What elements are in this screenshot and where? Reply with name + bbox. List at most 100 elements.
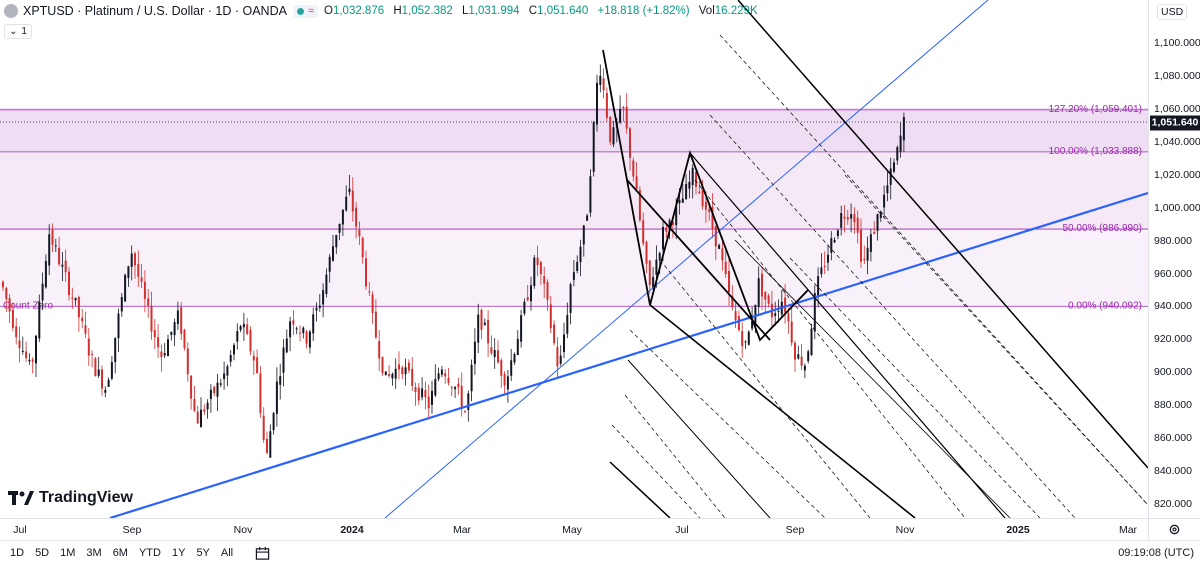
candle-body — [794, 342, 796, 360]
channel-line-top[interactable] — [737, 0, 1148, 469]
candle-body — [94, 358, 97, 377]
clock[interactable]: 09:19:08 (UTC) — [1118, 547, 1194, 559]
chart-settings-button[interactable] — [1148, 518, 1200, 540]
channel-line-mid2[interactable] — [734, 239, 1011, 518]
symbol-icon[interactable] — [4, 4, 18, 18]
range-button-ytd[interactable]: YTD — [138, 547, 161, 559]
candle-body — [137, 263, 140, 277]
candle-body — [695, 172, 697, 187]
candle-body — [5, 287, 8, 300]
candle-body — [341, 209, 344, 225]
candle-body — [820, 267, 823, 275]
candle-body — [813, 292, 816, 332]
candle-body — [371, 294, 374, 314]
candle-body — [843, 216, 846, 219]
candle-body — [856, 217, 859, 233]
candle-body — [28, 359, 31, 362]
candle-body — [325, 274, 328, 294]
time-axis[interactable]: Jul Sep Nov 2024 Mar May Jul Sep Nov 2025 Mar — [0, 518, 1148, 540]
candle-body — [361, 237, 364, 258]
channel-dash-6[interactable] — [624, 394, 726, 518]
price-tick-label: 1,040.000 — [1154, 135, 1200, 148]
indicator-toggle-button[interactable]: ⌄ 1 — [4, 24, 32, 39]
chart-area[interactable]: 127.20% (1,059.401) 100.00% (1,033.888) 50… — [0, 0, 1148, 518]
time-tick-label: Mar — [452, 524, 472, 536]
candle-body — [236, 331, 239, 342]
candle-body — [490, 347, 493, 354]
candle-body — [384, 371, 387, 376]
candle-body — [91, 353, 94, 355]
candle-body — [134, 253, 136, 266]
candle-body — [417, 387, 420, 401]
candle-body — [21, 350, 24, 352]
candle-body — [345, 196, 348, 211]
channel-dash-5[interactable] — [629, 329, 826, 518]
tradingview-logo[interactable]: TradingView — [8, 489, 133, 507]
candle-body — [721, 248, 724, 261]
trendline-thick[interactable] — [109, 191, 1148, 518]
candle-body — [143, 281, 146, 299]
channel-line-low2[interactable] — [627, 359, 771, 518]
candle-body — [233, 344, 235, 355]
candle-body — [493, 350, 496, 357]
channel-line-low3[interactable] — [609, 461, 671, 518]
price-tick-label: 1,060.000 — [1154, 102, 1200, 115]
range-button-3m[interactable]: 3M — [86, 547, 102, 559]
candle-body — [117, 313, 120, 339]
range-button-1d[interactable]: 1D — [10, 547, 25, 559]
candle-body — [104, 389, 107, 393]
range-button-5d[interactable]: 5D — [35, 547, 50, 559]
wave-icon: ≈ — [307, 4, 314, 17]
channel-dash-8[interactable] — [844, 174, 1148, 506]
candle-body — [275, 381, 278, 414]
candle-body — [632, 160, 635, 177]
symbol-title[interactable]: XPTUSD · Platinum / U.S. Dollar · 1D · O… — [23, 4, 287, 18]
candle-body — [536, 257, 539, 266]
channel-dash-7[interactable] — [611, 424, 701, 518]
candle-body — [467, 393, 470, 410]
candle-body — [427, 396, 430, 409]
zigzag-diagonal[interactable] — [626, 179, 771, 341]
candle-body — [44, 260, 47, 288]
candle-body — [292, 320, 295, 325]
range-button-1m[interactable]: 1M — [60, 547, 76, 559]
candle-body — [556, 346, 559, 367]
range-button-1y[interactable]: 1Y — [171, 547, 186, 559]
channel-dash-3[interactable] — [694, 179, 966, 518]
candle-body — [38, 301, 41, 339]
range-button-5y[interactable]: 5Y — [196, 547, 210, 559]
candle-body — [252, 355, 255, 361]
candle-body — [71, 297, 74, 299]
channel-dash-1[interactable] — [719, 34, 1148, 506]
candle-body — [863, 258, 866, 261]
candle-body — [464, 411, 466, 413]
channel-line-low[interactable] — [649, 304, 916, 518]
candle-body — [853, 214, 856, 223]
candle-body — [797, 354, 800, 359]
candle-body — [675, 206, 678, 226]
candle-body — [480, 309, 483, 330]
candle-body — [440, 369, 443, 375]
calendar-icon[interactable] — [255, 546, 270, 561]
tradingview-logo-text: TradingView — [39, 489, 133, 506]
channel-line-mid[interactable] — [689, 152, 1006, 518]
candle-body — [866, 247, 869, 261]
candle-body — [457, 383, 460, 388]
trendline-thin[interactable] — [384, 0, 989, 518]
candle-body — [582, 225, 585, 245]
candle-body — [368, 291, 371, 293]
range-button-6m[interactable]: 6M — [112, 547, 128, 559]
candle-body — [186, 348, 189, 375]
candle-body — [698, 191, 701, 194]
currency-label[interactable]: USD — [1157, 4, 1188, 20]
candle-body — [411, 368, 414, 386]
candle-body — [374, 311, 377, 338]
chart-canvas[interactable]: 127.20% (1,059.401) 100.00% (1,033.888) 50… — [0, 0, 1148, 518]
candle-body — [800, 356, 803, 366]
price-axis[interactable]: USD 1,100.000 1,080.000 1,060.000 1,040.000… — [1148, 0, 1200, 518]
range-button-all[interactable]: All — [220, 547, 234, 559]
volume-value: 16.229K — [714, 5, 758, 17]
status-badges[interactable]: ≈ — [292, 4, 318, 18]
candle-body — [173, 322, 176, 336]
candle-body — [299, 332, 301, 334]
